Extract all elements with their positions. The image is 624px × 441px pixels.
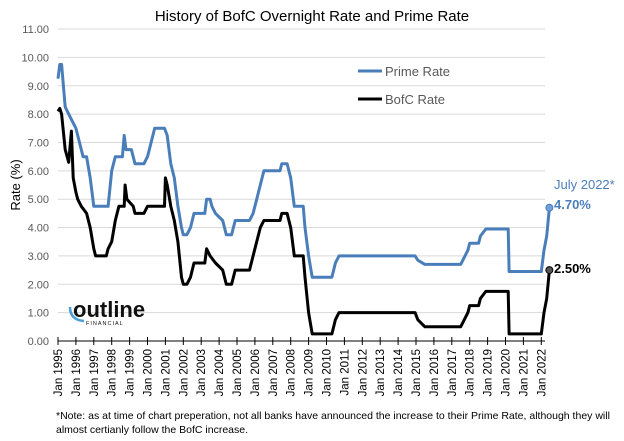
x-tick-label: Jan 2009 bbox=[304, 349, 316, 396]
bofc-end-marker bbox=[545, 266, 554, 275]
x-tick-label: Jan 1996 bbox=[71, 349, 83, 396]
x-tick-label: Jan 2013 bbox=[375, 349, 387, 396]
x-tick-label: Jan 2008 bbox=[286, 349, 298, 396]
y-tick-label: 11.00 bbox=[22, 24, 49, 36]
annotation-date: July 2022* bbox=[554, 177, 615, 192]
y-tick-label: 3.00 bbox=[28, 251, 49, 263]
x-tick-label: Jan 2020 bbox=[501, 349, 513, 396]
legend-label-bofc: BofC Rate bbox=[385, 92, 445, 107]
x-tick-label: Jan 2021 bbox=[518, 349, 530, 396]
x-tick-label: Jan 2018 bbox=[465, 349, 477, 396]
footnote: *Note: as at time of chart preperation, … bbox=[56, 410, 610, 436]
x-tick-label: Jan 2014 bbox=[393, 348, 405, 396]
x-tick-label: Jan 2007 bbox=[268, 349, 280, 396]
x-tick-label: Jan 2011 bbox=[339, 349, 351, 395]
x-tick-label: Jan 1999 bbox=[125, 349, 137, 396]
x-tick-label: Jan 2016 bbox=[429, 349, 441, 396]
x-tick-label: Jan 2019 bbox=[483, 349, 495, 396]
legend-label-prime: Prime Rate bbox=[385, 64, 450, 79]
y-tick-label: 7.00 bbox=[28, 137, 49, 149]
x-tick-label: Jan 2000 bbox=[143, 349, 155, 396]
x-tick-label: Jan 2003 bbox=[196, 349, 208, 396]
logo-subtext: FINANCIAL bbox=[86, 321, 124, 327]
annotation-bofc-end: 2.50% bbox=[554, 261, 591, 276]
y-tick-label: 10.00 bbox=[21, 52, 49, 64]
y-tick-label: 8.00 bbox=[28, 109, 49, 121]
y-tick-label: 9.00 bbox=[28, 81, 49, 93]
bofc-rate-line bbox=[56, 106, 551, 336]
x-tick-label: Jan 2002 bbox=[178, 349, 190, 396]
logo-text: outline bbox=[73, 297, 145, 322]
x-tick-label: Jan 1997 bbox=[89, 349, 101, 396]
y-axis-label: Rate (%) bbox=[8, 159, 23, 210]
x-tick-label: Jan 1998 bbox=[107, 349, 119, 396]
prime-end-marker bbox=[545, 203, 554, 212]
annotation-prime-end: 4.70% bbox=[554, 197, 591, 212]
y-tick-label: 0.00 bbox=[28, 336, 49, 348]
x-tick-label: Jan 2010 bbox=[322, 349, 334, 396]
y-tick-label: 2.00 bbox=[28, 279, 49, 291]
x-tick-label: Jan 2004 bbox=[214, 348, 226, 396]
legend: Prime Rate BofC Rate bbox=[358, 64, 450, 107]
y-tick-label: 5.00 bbox=[28, 194, 49, 206]
y-tick-label: 4.00 bbox=[28, 223, 49, 235]
y-tick-label: 6.00 bbox=[28, 166, 49, 178]
outline-logo: outline FINANCIAL bbox=[68, 297, 145, 327]
y-tick-label: 1.00 bbox=[28, 308, 49, 320]
x-tick-label: Jan 2012 bbox=[357, 349, 369, 396]
x-tick-label: Jan 2022 bbox=[536, 349, 548, 396]
chart-title: History of BofC Overnight Rate and Prime… bbox=[155, 8, 469, 25]
prime-rate-line bbox=[56, 63, 551, 279]
x-tick-label: Jan 2017 bbox=[447, 349, 459, 396]
x-tick-label: Jan 1995 bbox=[53, 349, 65, 396]
x-tick-label: Jan 2005 bbox=[232, 349, 244, 396]
x-tick-label: Jan 2006 bbox=[250, 349, 262, 396]
x-tick-label: Jan 2015 bbox=[411, 349, 423, 396]
x-tick-label: Jan 2001 bbox=[160, 349, 172, 396]
